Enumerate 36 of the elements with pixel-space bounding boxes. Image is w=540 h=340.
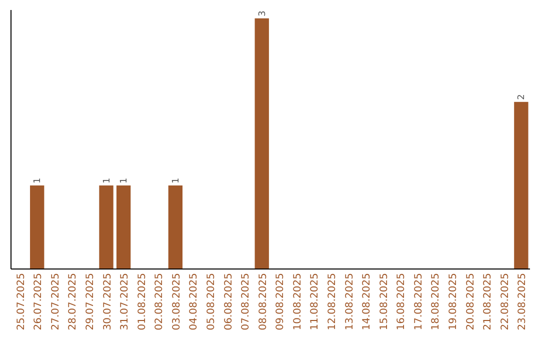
x-tick-label: 26.07.2025 [33, 273, 44, 330]
x-tick-label: 04.08.2025 [188, 273, 200, 330]
x-tick-label: 29.07.2025 [84, 273, 96, 330]
x-tick-label: 31.07.2025 [120, 273, 131, 330]
x-tick-label: 14.08.2025 [362, 273, 373, 330]
data-label: 1 [120, 178, 130, 184]
x-tick-label: 01.08.2025 [136, 273, 148, 330]
x-tick-label: 20.08.2025 [465, 273, 476, 330]
data-label: 3 [258, 10, 268, 16]
x-tick-label: 23.08.2025 [517, 273, 528, 330]
x-tick-label: 03.08.2025 [171, 273, 182, 330]
x-tick-label: 09.08.2025 [275, 273, 286, 330]
x-tick-label: 05.08.2025 [206, 273, 217, 330]
x-tick-label: 21.08.2025 [482, 273, 494, 330]
x-tick-label: 10.08.2025 [292, 273, 304, 330]
x-tick-label: 06.08.2025 [223, 273, 234, 330]
x-tick-label: 15.08.2025 [378, 273, 390, 330]
x-tick-label: 11.08.2025 [310, 273, 321, 330]
x-tick-label: 08.08.2025 [258, 273, 269, 330]
x-tick-label: 17.08.2025 [413, 273, 424, 330]
data-label: 1 [171, 178, 182, 184]
x-tick-label: 30.07.2025 [102, 273, 114, 330]
data-label: 1 [33, 178, 44, 184]
x-tick-label: 22.08.2025 [500, 273, 511, 330]
x-tick-label: 27.07.2025 [50, 273, 62, 330]
x-tick-label: 25.07.2025 [16, 273, 27, 330]
x-tick-label: 28.07.2025 [68, 273, 79, 330]
x-tick-label: 07.08.2025 [240, 273, 252, 330]
x-tick-label: 12.08.2025 [327, 273, 338, 330]
x-tick-label: 16.08.2025 [396, 273, 408, 330]
x-tick-label: 19.08.2025 [448, 273, 460, 330]
data-label: 1 [102, 178, 112, 184]
x-tick-label: 02.08.2025 [154, 273, 166, 330]
x-tick-label: 18.08.2025 [430, 273, 442, 330]
x-tick-label: 13.08.2025 [344, 273, 356, 330]
data-label: 2 [517, 94, 528, 100]
